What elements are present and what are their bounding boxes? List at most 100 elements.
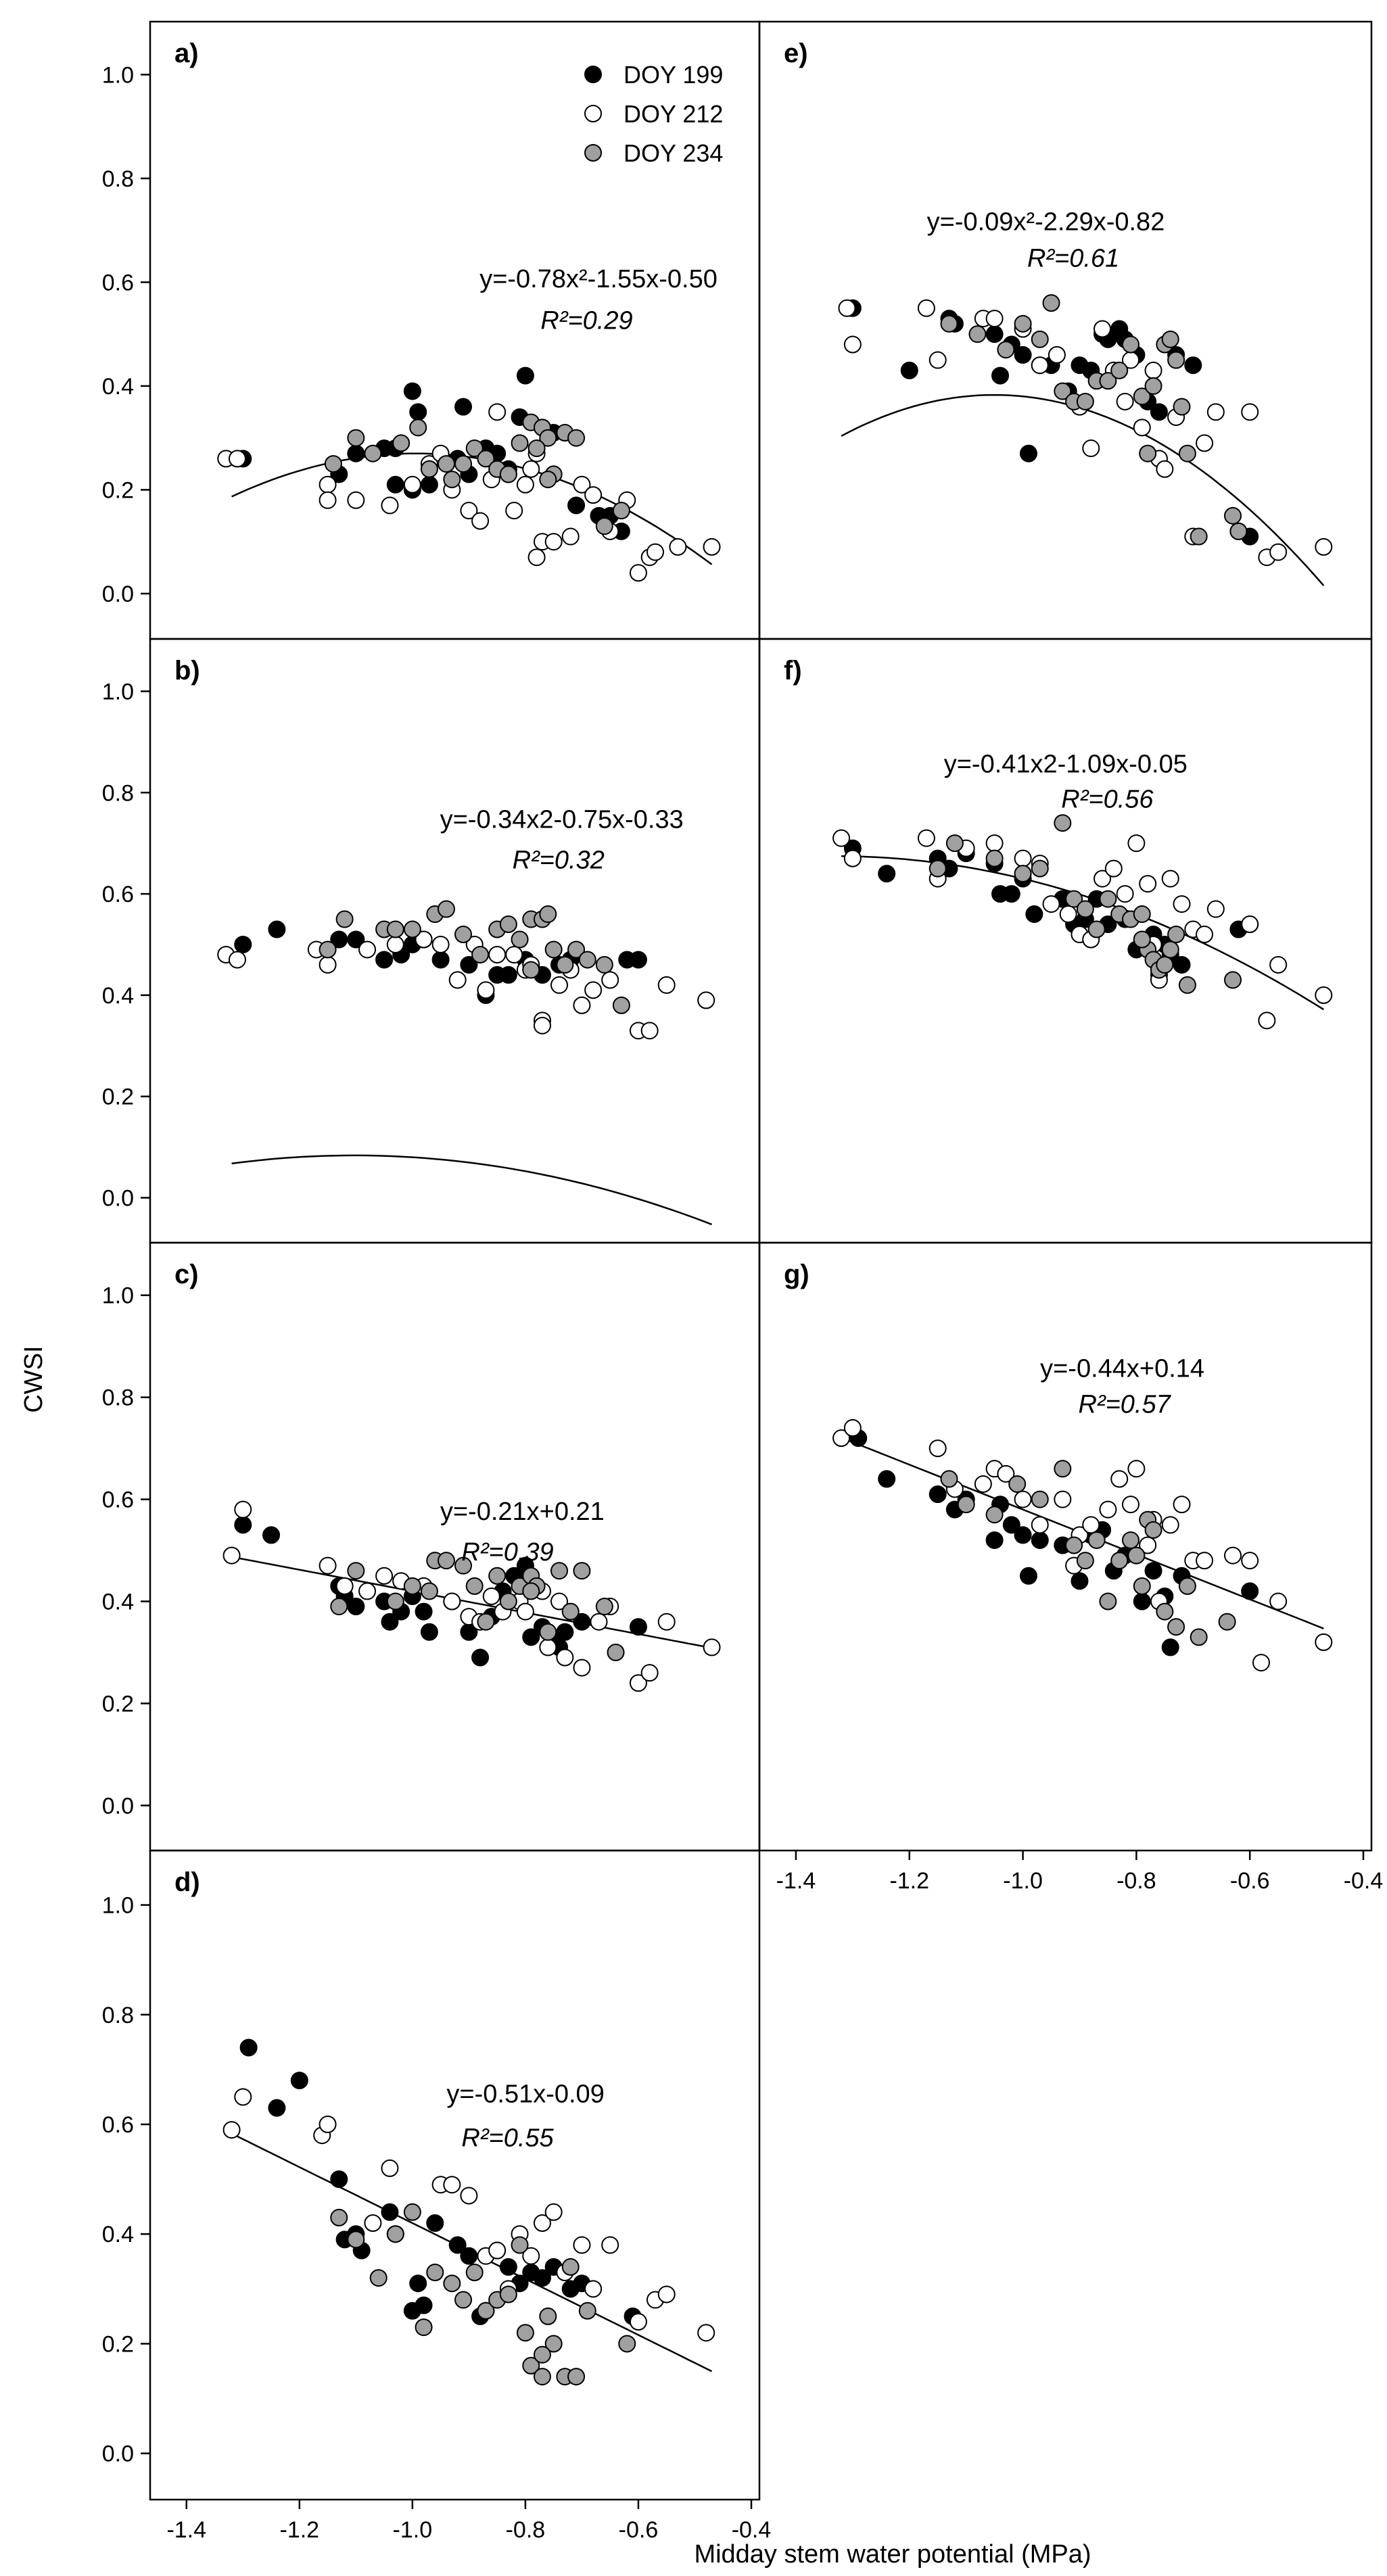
panel-a-point-doy234 xyxy=(539,471,557,489)
panel-e-point-doy234 xyxy=(1190,527,1208,546)
panel-c-ytick-label: 0.4 xyxy=(102,1590,134,1615)
panel-e-point-doy234 xyxy=(1099,372,1117,390)
panel-b-point-doy212 xyxy=(657,976,676,994)
panel-b-point-doy234 xyxy=(437,900,455,918)
panel-f-point-doy234 xyxy=(1224,971,1242,989)
panel-e-point-doy212 xyxy=(1133,419,1151,437)
panel-b-point-doy234 xyxy=(319,940,337,959)
panel-d-point-doy234 xyxy=(386,2225,404,2243)
x-axis-title: Midday stem water potential (MPa) xyxy=(694,2540,1091,2569)
panel-d-point-doy212 xyxy=(522,2247,540,2265)
panel-e-point-doy234 xyxy=(1144,377,1162,395)
panel-f-point-doy199 xyxy=(1025,905,1043,924)
panel-b-point-doy212 xyxy=(488,945,507,963)
panel-b-point-doy212 xyxy=(319,955,337,974)
panel-g-point-doy212 xyxy=(1110,1470,1129,1488)
panel-c-point-doy234 xyxy=(607,1643,625,1661)
panel-b-point-doy212 xyxy=(358,940,377,959)
panel-f-point-doy234 xyxy=(1161,940,1179,959)
panel-d-point-doy234 xyxy=(426,2264,444,2281)
panel-e-equation: y=-0.09x²-2.29x-0.82 xyxy=(927,208,1165,237)
panel-c-point-doy199 xyxy=(347,1598,365,1616)
panel-c-ytick-label: 0.2 xyxy=(102,1691,134,1717)
panel-b-point-doy234 xyxy=(544,940,563,959)
panel-b-point-doy234 xyxy=(454,926,473,944)
panel-b-point-doy234 xyxy=(499,915,517,934)
panel-d-equation: y=-0.51x-0.09 xyxy=(446,2080,604,2109)
panel-c-point-doy234 xyxy=(386,1592,404,1611)
panel-d-point-doy212 xyxy=(364,2214,382,2232)
panel-a-ytick-label: 0.8 xyxy=(102,166,134,192)
panel-d-point-doy199 xyxy=(381,2203,399,2221)
panel-c-point-doy234 xyxy=(550,1562,569,1580)
panel-c-point-doy212 xyxy=(573,1659,591,1677)
panel-g-point-doy234 xyxy=(1156,1602,1174,1621)
panel-c-point-doy199 xyxy=(420,1623,438,1641)
panel-g-r2: R²=0.57 xyxy=(1078,1390,1171,1418)
panel-c-point-doy234 xyxy=(420,1582,438,1600)
panel-g-point-doy212 xyxy=(1315,1633,1333,1651)
panel-d-point-doy234 xyxy=(330,2208,348,2226)
panel-f-point-doy234 xyxy=(985,849,1004,867)
panel-d-point-doy212 xyxy=(460,2187,478,2205)
panel-b-point-doy212 xyxy=(477,981,495,999)
panel-g-point-doy199 xyxy=(878,1470,896,1488)
panel-f-point-doy212 xyxy=(1094,869,1112,888)
panel-d-point-doy234 xyxy=(578,2301,596,2320)
panel-f-point-doy212 xyxy=(1104,859,1123,878)
panel-e-point-doy234 xyxy=(940,314,958,333)
panel-d-point-doy212 xyxy=(544,2203,563,2221)
panel-b-point-doy212 xyxy=(550,976,569,994)
panel-b-point-doy212 xyxy=(573,996,591,1014)
panel-a-ytick-label: 0.0 xyxy=(102,581,134,607)
panel-c-point-doy234 xyxy=(477,1613,495,1631)
panel-g-point-doy234 xyxy=(1167,1618,1185,1636)
panel-g-point-doy199 xyxy=(985,1531,1004,1549)
panel-c-point-doy234 xyxy=(437,1552,455,1570)
panel-a-point-doy234 xyxy=(437,455,455,473)
panel-d-ytick-label: 0.8 xyxy=(102,2003,134,2028)
panel-g-point-doy234 xyxy=(1190,1628,1208,1646)
panel-a-equation: y=-0.78x²-1.55x-0.50 xyxy=(479,265,718,293)
panel-f-point-doy234 xyxy=(1167,926,1185,944)
panel-f-point-doy234 xyxy=(1133,930,1151,949)
panel-e-point-doy212 xyxy=(917,299,935,317)
panel-b-point-doy212 xyxy=(386,935,404,953)
panel-f-point-doy212 xyxy=(1173,895,1191,913)
panel-b-point-doy212 xyxy=(415,930,433,949)
panel-g-point-doy199 xyxy=(1071,1572,1089,1590)
panel-a-point-doy212 xyxy=(573,475,591,494)
panel-a-label: a) xyxy=(174,39,199,68)
panel-g-point-doy234 xyxy=(1031,1490,1049,1508)
panel-a-point-doy234 xyxy=(324,455,342,473)
panel-e-point-doy212 xyxy=(1269,543,1288,561)
panel-b-point-doy212 xyxy=(601,971,619,989)
panel-g-point-doy199 xyxy=(1002,1516,1020,1534)
panel-a-point-doy212 xyxy=(460,502,478,520)
legend-marker-doy212 xyxy=(584,105,602,122)
panel-d-point-doy234 xyxy=(403,2203,421,2221)
panel-a-point-doy234 xyxy=(443,471,461,489)
panel-a-ytick-label: 0.6 xyxy=(102,270,134,295)
panel-c-point-doy199 xyxy=(471,1648,490,1667)
panel-g-point-doy212 xyxy=(843,1418,862,1437)
panel-c-point-doy212 xyxy=(234,1500,252,1519)
panel-a-point-doy212 xyxy=(527,548,546,567)
panel-f-fit-line xyxy=(841,855,1324,1011)
panel-f-point-doy212 xyxy=(843,849,862,867)
panel-g-point-doy234 xyxy=(985,1506,1004,1524)
panel-c-point-doy234 xyxy=(573,1562,591,1580)
panel-c-point-doy212 xyxy=(640,1664,659,1682)
panel-a-point-doy234 xyxy=(392,434,410,452)
panel-e-point-doy234 xyxy=(1014,314,1032,333)
panel-e-point-doy212 xyxy=(1048,345,1066,364)
panel-d-point-doy199 xyxy=(415,2296,433,2314)
panel-d-point-doy212 xyxy=(533,2214,551,2232)
panel-c-point-doy199 xyxy=(556,1623,574,1641)
panel-b-point-doy199 xyxy=(268,920,286,938)
panel-b-equation: y=-0.34x2-0.75x-0.33 xyxy=(440,806,684,834)
panel-d-point-doy199 xyxy=(409,2274,427,2293)
panel-b-point-doy199 xyxy=(330,930,348,949)
panel-f-point-doy212 xyxy=(1042,895,1060,913)
panel-b-point-doy234 xyxy=(556,955,574,974)
